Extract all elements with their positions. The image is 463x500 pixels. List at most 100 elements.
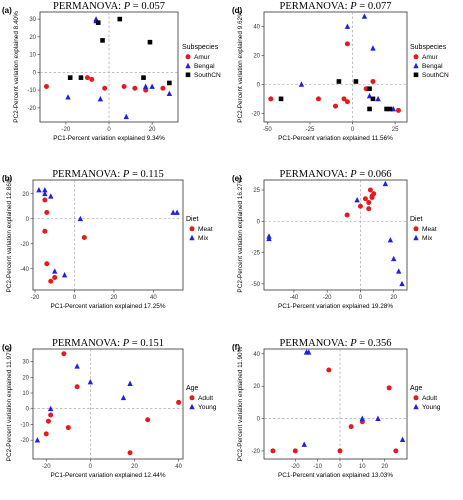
data-point-mix <box>174 209 180 215</box>
data-point-adult <box>65 425 71 431</box>
data-point-mix <box>42 187 48 193</box>
x-tick-label: -10 <box>313 464 322 470</box>
y-tick-label: -20 <box>251 111 260 117</box>
y-tick-label: 0 <box>257 82 261 88</box>
data-point-mix <box>399 280 405 287</box>
data-point-amur <box>132 85 138 91</box>
data-point-young <box>120 394 127 401</box>
data-point-adult <box>61 351 67 357</box>
legend-marker-southcn <box>413 72 419 78</box>
data-point-southcn <box>100 38 105 43</box>
y-tick-label: 10 <box>29 53 36 59</box>
data-point-southcn <box>353 79 359 84</box>
y-tick-label: 20 <box>253 384 260 390</box>
x-tick-label: -40 <box>290 295 299 301</box>
legend-entry-label: SouthCN <box>194 72 221 79</box>
data-point-meat <box>366 200 372 205</box>
x-tick-label: 40 <box>175 464 182 470</box>
y-tick-label: 40 <box>253 352 260 358</box>
x-tick-label: 40 <box>150 295 157 301</box>
data-point-adult <box>337 448 343 454</box>
x-axis-label: PC1-Percent variation explained 13.03% <box>278 472 393 479</box>
chart-title: PERMANOVA: P = 0.115 <box>52 169 164 180</box>
y-axis-label: PC2-Percent variation explained 16.27% <box>237 177 244 292</box>
data-point-mix <box>354 197 360 203</box>
y-tick-label: 20 <box>29 35 36 41</box>
data-point-meat <box>44 261 50 267</box>
data-point-mix <box>36 187 42 193</box>
legend-marker-southcn <box>185 72 191 78</box>
data-point-adult <box>348 424 354 430</box>
legend-marker-amur <box>413 54 419 60</box>
data-point-southcn <box>278 96 284 102</box>
data-point-bengal <box>361 13 368 19</box>
panel-label: (e) <box>232 174 242 183</box>
chart-title: PERMANOVA: P = 0.151 <box>52 338 164 349</box>
x-tick-label: -50 <box>263 127 272 133</box>
x-axis-label: PC1-Percent variation explained 11.56% <box>278 135 393 142</box>
data-point-adult <box>45 418 51 424</box>
panel-label: (d) <box>232 6 243 15</box>
data-point-mix <box>52 268 58 274</box>
legend-entry-label: Bengal <box>422 63 443 70</box>
y-tick-label: 25 <box>253 188 260 194</box>
data-point-adult <box>326 367 332 373</box>
legend-entry-label: Meat <box>198 226 213 233</box>
data-point-southcn <box>67 75 73 80</box>
y-tick-label: 0 <box>257 219 261 225</box>
x-axis-label: PC1-Percent variation explained 12.44% <box>50 472 165 479</box>
data-point-meat <box>344 212 350 218</box>
data-point-adult <box>386 385 392 391</box>
data-point-meat <box>81 235 87 240</box>
data-point-mix <box>42 190 48 197</box>
x-tick-label: -20 <box>31 295 40 301</box>
legend-marker-mix <box>189 234 195 241</box>
y-axis-label: PC2-Percent variation explained 11.97% <box>6 346 13 461</box>
legend-entry-label: Mix <box>422 235 433 242</box>
data-point-mix <box>387 237 394 243</box>
x-tick-label: 0 <box>107 127 111 133</box>
data-point-meat <box>367 187 373 193</box>
y-tick-label: 20 <box>22 375 29 381</box>
legend-entry-label: Adult <box>422 395 437 402</box>
data-point-adult <box>393 448 399 454</box>
legend-marker-meat <box>413 226 419 232</box>
panel-label: (c) <box>2 343 12 352</box>
data-point-young <box>127 380 133 386</box>
y-axis-label: PC2-Percent variation explained 12.86% <box>6 177 13 292</box>
legend-title: Subspecies <box>182 44 219 51</box>
y-tick-label: -40 <box>20 267 29 273</box>
x-tick-label: -20 <box>62 127 71 133</box>
y-axis-label: PC2-Percent variation explained 11.90% <box>237 346 244 461</box>
data-point-amur <box>89 76 95 82</box>
data-point-bengal <box>375 95 381 102</box>
data-point-southcn <box>167 80 172 86</box>
legend-title: Subspecies <box>410 44 447 51</box>
data-point-southcn <box>117 16 123 22</box>
data-point-adult <box>74 384 80 390</box>
legend-marker-young <box>413 403 419 410</box>
y-tick-label: 40 <box>253 24 260 30</box>
legend-entry-label: Amur <box>422 54 439 61</box>
panel-e: (e) PERMANOVA: P = 0.066 PC1-Percent var… <box>232 169 437 310</box>
x-tick-label: 0 <box>89 464 93 470</box>
x-tick-label: 20 <box>381 464 388 470</box>
plot-frame <box>263 179 408 291</box>
data-point-mix <box>382 180 389 187</box>
data-point-adult <box>43 431 49 437</box>
x-tick-label: 0 <box>351 127 355 133</box>
data-point-mix <box>390 255 397 262</box>
y-tick-label: -20 <box>251 449 260 455</box>
data-point-amur <box>43 84 49 90</box>
plot-frame <box>263 348 408 460</box>
y-tick-label: 0 <box>26 407 30 413</box>
legend-title: Diet <box>186 216 199 223</box>
data-point-amur <box>370 78 376 84</box>
data-point-mix <box>48 193 54 199</box>
data-point-bengal <box>93 16 99 22</box>
legend-marker-mix <box>413 234 419 241</box>
data-point-amur <box>395 107 401 113</box>
y-tick-label: -20 <box>20 438 29 444</box>
panel-d: (d) PERMANOVA: P = 0.077 PC1-Percent var… <box>232 1 449 142</box>
y-tick-label: -50 <box>251 282 260 288</box>
